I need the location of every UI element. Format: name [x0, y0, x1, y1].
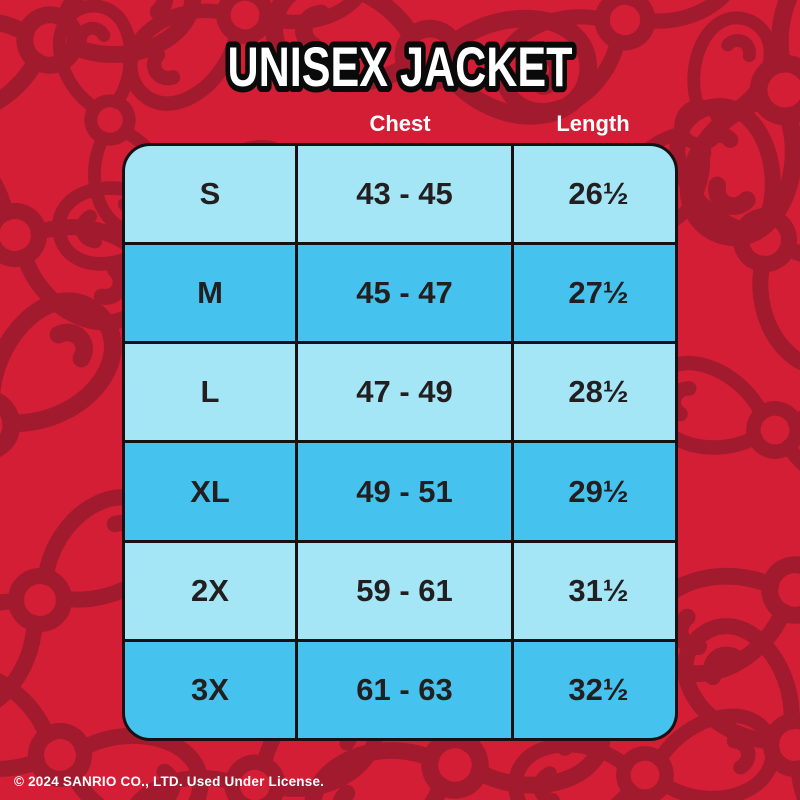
chest-cell: 59 - 61: [298, 542, 511, 639]
chest-column-header: Chest: [369, 111, 431, 136]
length-cell: 31½: [514, 542, 675, 639]
length-cell: 27½: [514, 245, 675, 342]
size-cell: S: [125, 146, 295, 243]
copyright-notice: © 2024 SANRIO CO., LTD. Used Under Licen…: [14, 774, 325, 789]
size-cell: XL: [125, 443, 295, 540]
length-column-header: Length: [556, 111, 630, 136]
size-cell: 3X: [125, 641, 295, 738]
chest-cell: 43 - 45: [298, 146, 511, 243]
length-cell: 32½: [514, 641, 675, 738]
page-title: UNISEX JACKET: [228, 35, 573, 98]
chest-cell: 47 - 49: [298, 344, 511, 441]
length-cell: 26½: [514, 146, 675, 243]
page-title-banner: UNISEX JACKET: [222, 29, 579, 104]
size-cell: M: [125, 245, 295, 342]
chest-cell: 49 - 51: [298, 443, 511, 540]
length-cell: 29½: [514, 443, 675, 540]
column-headers: Chest Length: [122, 108, 678, 140]
size-cell: L: [125, 344, 295, 441]
chest-cell: 61 - 63: [298, 641, 511, 738]
length-cell: 28½: [514, 344, 675, 441]
chest-cell: 45 - 47: [298, 245, 511, 342]
size-chart-table: S 43 - 45 26½ M 45 - 47 27½ L 47 - 49 28…: [122, 143, 678, 741]
size-cell: 2X: [125, 542, 295, 639]
